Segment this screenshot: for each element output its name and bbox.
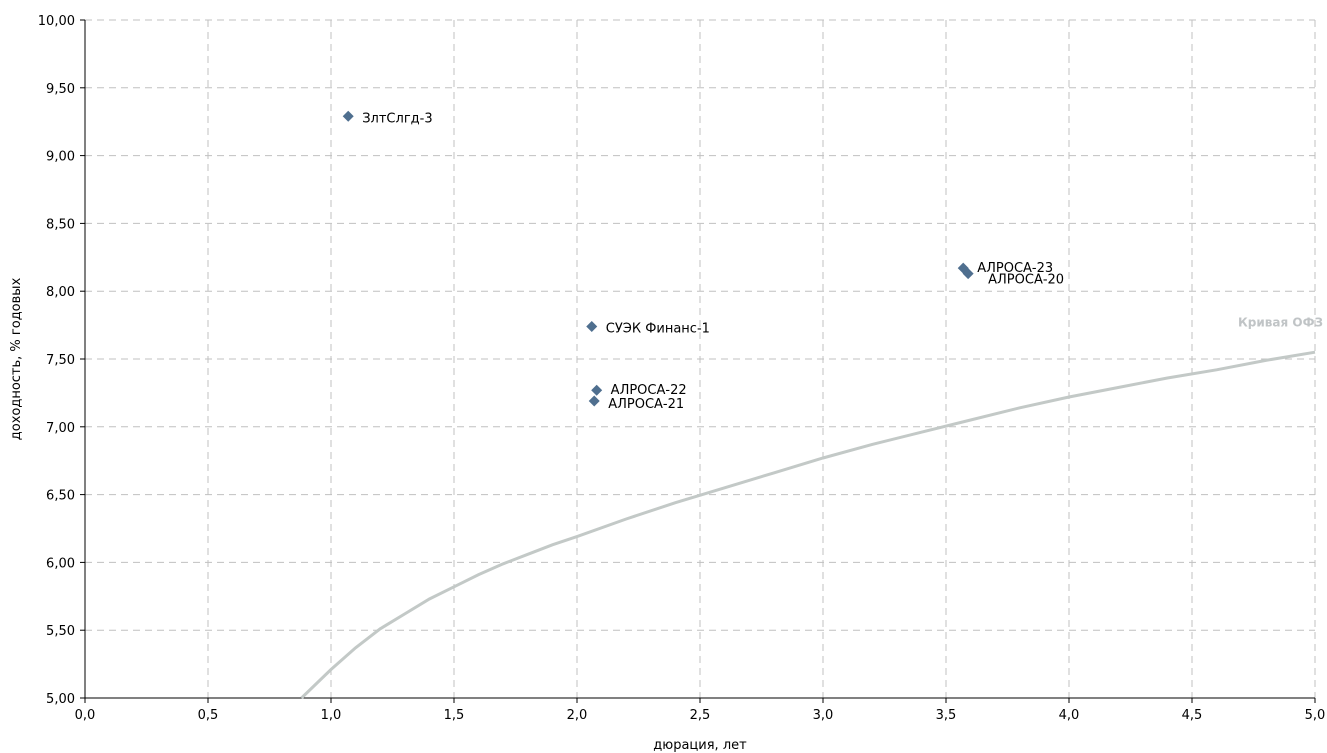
data-point — [586, 320, 598, 332]
y-tick-label: 9,00 — [46, 150, 75, 165]
grid — [85, 19, 1316, 698]
y-tick-label: 10,00 — [38, 14, 75, 29]
x-tick-label: 0,0 — [75, 708, 96, 723]
data-point — [588, 395, 600, 407]
x-tick-label: 3,0 — [813, 708, 834, 723]
y-tick-label: 8,00 — [46, 285, 75, 300]
data-points: ЗлтСлгд-3 СУЭК Финанс-1 АЛРОСА-22АЛРОСА-21… — [342, 110, 1064, 412]
data-point-label: АЛРОСА-20 — [988, 273, 1064, 288]
data-point — [591, 384, 603, 396]
ofz-curve-label: Кривая ОФЗ — [1238, 315, 1323, 329]
x-axis-title: дюрация, лет — [653, 738, 747, 753]
data-point-label: АЛРОСА-21 — [608, 397, 684, 412]
y-tick-label: 5,50 — [46, 624, 75, 639]
ofz-curve — [300, 350, 1316, 700]
tick-labels: 0,0 0,5 1,0 1,5 2,0 2,5 3,0 3,5 4,0 4,5 5,0 5,00 5,5… — [38, 14, 1326, 723]
x-tick-label: 0,5 — [198, 708, 219, 723]
data-point — [342, 110, 354, 122]
y-axis-title: доходность, % годовых — [9, 277, 24, 440]
data-point-label: СУЭК Финанс-1 — [606, 321, 710, 336]
y-tick-label: 8,50 — [46, 217, 75, 232]
data-point-label: АЛРОСА-23 — [977, 261, 1053, 276]
y-tick-label: 9,50 — [46, 82, 75, 97]
x-tick-label: 5,0 — [1305, 708, 1326, 723]
y-tick-label: 7,50 — [46, 353, 75, 368]
data-point-label: ЗлтСлгд-3 — [362, 111, 432, 126]
y-tick-label: 7,00 — [46, 421, 75, 436]
x-tick-label: 1,5 — [444, 708, 465, 723]
x-tick-label: 1,0 — [321, 708, 342, 723]
data-point — [962, 268, 974, 280]
data-point-label: АЛРОСА-22 — [611, 383, 687, 398]
axes — [80, 19, 1316, 703]
x-tick-label: 4,5 — [1182, 708, 1203, 723]
y-tick-label: 5,00 — [46, 692, 75, 707]
x-tick-label: 2,0 — [567, 708, 588, 723]
y-tick-label: 6,00 — [46, 556, 75, 571]
x-tick-label: 2,5 — [690, 708, 711, 723]
x-tick-label: 3,5 — [936, 708, 957, 723]
x-tick-label: 4,0 — [1059, 708, 1080, 723]
y-tick-label: 6,50 — [46, 489, 75, 504]
